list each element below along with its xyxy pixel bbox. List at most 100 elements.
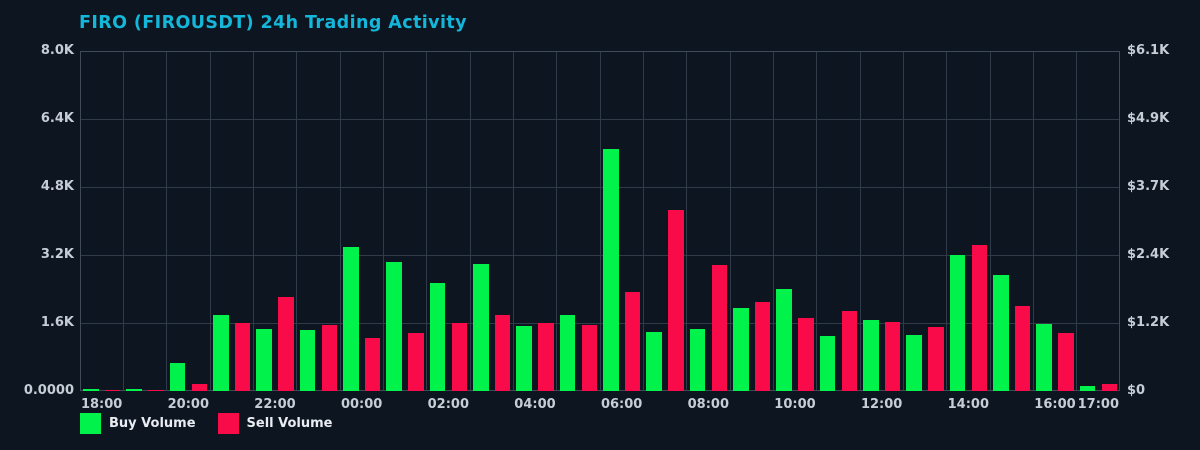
- gridline-vertical-16: [772, 51, 774, 391]
- buy-bar-01:00: [386, 262, 402, 391]
- buy-bar-22:00: [256, 328, 272, 391]
- sell-bar-03:00: [494, 314, 511, 391]
- gridline-vertical-18: [859, 51, 861, 391]
- x-axis-label-18:00: 18:00: [80, 397, 123, 412]
- gridline-vertical-7: [382, 51, 384, 391]
- buy-bar-12:00: [863, 320, 879, 391]
- buy-bar-02:00: [429, 282, 446, 391]
- x-axis-label-14:00: 14:00: [947, 397, 990, 412]
- y-axis-label-left-4: 1.6K: [40, 315, 74, 330]
- sell-bar-15:00: [1014, 306, 1031, 391]
- sell-bar-09:00: [754, 302, 771, 391]
- gridline-vertical-9: [469, 51, 471, 391]
- top-spine: [80, 51, 1120, 52]
- gridline-vertical-4: [252, 51, 254, 391]
- sell-bar-08:00: [711, 265, 727, 391]
- x-axis-label-22:00: 22:00: [254, 397, 296, 412]
- right-spine: [1119, 51, 1120, 391]
- buy-bar-16:00: [1036, 323, 1052, 391]
- y-axis-label-right-5: $0: [1127, 383, 1146, 398]
- buy-bar-05:00: [559, 314, 576, 391]
- gridline-vertical-12: [599, 51, 601, 391]
- gridline-vertical-20: [946, 51, 948, 391]
- legend-item-sell: Sell Volume: [217, 413, 333, 434]
- buy-bar-13:00: [906, 334, 922, 391]
- buy-bar-08:00: [689, 328, 706, 391]
- buy-bar-20:00: [169, 362, 186, 391]
- gridline-vertical-5: [296, 51, 298, 391]
- sell-bar-21:00: [234, 323, 251, 391]
- sell-bar-14:00: [971, 245, 987, 391]
- chart-title: FIRO (FIROUSDT) 24h Trading Activity: [79, 13, 467, 33]
- y-axis-label-left-2: 4.8K: [40, 179, 74, 194]
- sell-bar-23:00: [321, 325, 337, 391]
- gridline-vertical-11: [556, 51, 558, 391]
- buy-bar-06:00: [603, 149, 619, 391]
- buy-bar-04:00: [516, 325, 532, 391]
- sell-bar-22:00: [278, 296, 294, 391]
- legend: Buy Volume Sell Volume: [80, 413, 333, 434]
- buy-bar-10:00: [776, 289, 792, 391]
- x-axis-label-12:00: 12:00: [860, 397, 903, 412]
- buy-bar-07:00: [646, 331, 662, 391]
- y-axis-label-left-5: 0.0000: [23, 383, 74, 398]
- gridline-vertical-2: [166, 51, 168, 391]
- x-axis-label-17:00: 17:00: [1077, 397, 1120, 412]
- x-axis-label-04:00: 04:00: [514, 397, 556, 412]
- sell-bar-16:00: [1058, 332, 1074, 391]
- gridline-vertical-3: [209, 51, 211, 391]
- buy-bar-14:00: [949, 255, 966, 391]
- gridline-vertical-19: [902, 51, 904, 391]
- sell-bar-10:00: [798, 317, 814, 391]
- sell-volume-legend-label: Sell Volume: [246, 416, 333, 431]
- sell-bar-06:00: [624, 292, 641, 391]
- y-axis-label-right-4: $1.2K: [1127, 315, 1170, 330]
- sell-bar-00:00: [364, 337, 381, 391]
- x-axis-label-16:00: 16:00: [1034, 397, 1076, 412]
- y-axis-label-right-1: $4.9K: [1127, 111, 1170, 126]
- sell-bar-05:00: [581, 325, 597, 391]
- sell-bar-11:00: [841, 311, 857, 391]
- gridline-vertical-8: [426, 51, 428, 391]
- y-axis-label-right-2: $3.7K: [1127, 179, 1170, 194]
- buy-bar-19:00: [126, 388, 142, 391]
- gridline-vertical-13: [642, 51, 644, 391]
- gridline-vertical-1: [122, 51, 124, 391]
- sell-bar-19:00: [148, 389, 164, 391]
- sell-bar-07:00: [668, 209, 684, 391]
- buy-bar-18:00: [83, 388, 99, 391]
- bottom-spine: [80, 389, 1120, 391]
- legend-item-buy: Buy Volume: [80, 413, 196, 434]
- sell-bar-04:00: [538, 323, 554, 391]
- buy-volume-legend-label: Buy Volume: [109, 416, 196, 431]
- buy-volume-swatch-icon: [80, 413, 101, 434]
- gridline-vertical-22: [1032, 51, 1034, 391]
- y-axis-label-left-0: 8.0K: [40, 43, 74, 58]
- y-axis-label-left-1: 6.4K: [40, 111, 74, 126]
- buy-bar-03:00: [473, 263, 489, 391]
- sell-bar-17:00: [1101, 383, 1117, 391]
- gridline-vertical-10: [512, 51, 514, 391]
- sell-bar-01:00: [408, 332, 424, 391]
- gridline-vertical-21: [989, 51, 991, 391]
- sell-bar-02:00: [451, 323, 467, 391]
- sell-volume-swatch-icon: [217, 413, 239, 434]
- x-axis-label-20:00: 20:00: [167, 397, 210, 412]
- y-axis-label-right-3: $2.4K: [1127, 247, 1170, 262]
- y-axis-label-left-3: 3.2K: [40, 247, 74, 262]
- buy-bar-21:00: [213, 315, 229, 391]
- sell-bar-20:00: [191, 383, 207, 391]
- x-axis-label-08:00: 08:00: [687, 397, 730, 412]
- buy-bar-00:00: [343, 246, 359, 391]
- buy-bar-15:00: [993, 275, 1009, 391]
- buy-bar-23:00: [299, 329, 316, 391]
- left-spine: [80, 51, 81, 391]
- y-axis-label-right-0: $6.1K: [1127, 43, 1170, 58]
- sell-bar-12:00: [884, 322, 901, 391]
- buy-bar-11:00: [819, 336, 836, 391]
- gridline-vertical-15: [729, 51, 731, 391]
- gridline-vertical-17: [816, 51, 818, 391]
- gridline-vertical-6: [339, 51, 341, 391]
- sell-bar-18:00: [104, 389, 121, 391]
